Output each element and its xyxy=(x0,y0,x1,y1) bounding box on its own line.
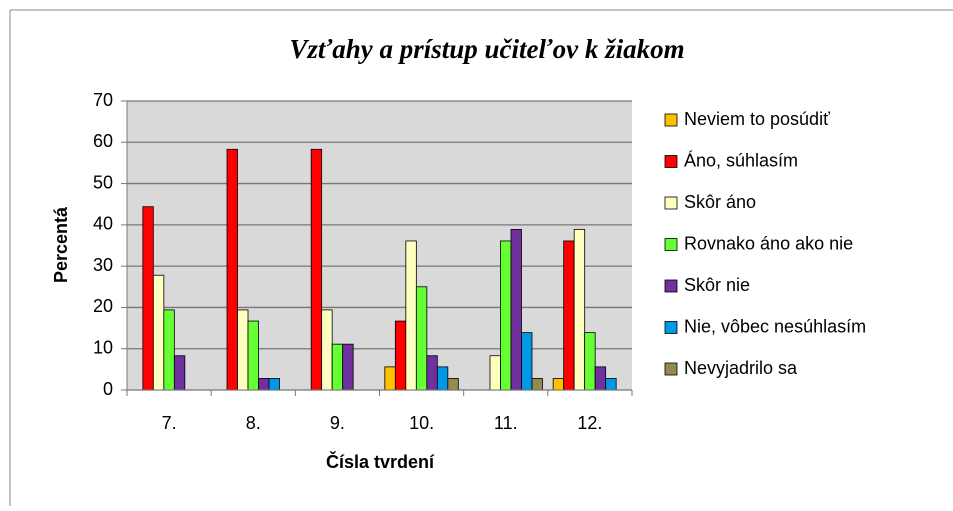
bar xyxy=(321,309,333,391)
bar xyxy=(247,320,259,391)
x-axis-label: Čísla tvrdení xyxy=(326,451,435,472)
y-tick-label: 10 xyxy=(93,337,113,357)
legend-label: Áno, súhlasím xyxy=(684,150,798,170)
legend-label: Skôr áno xyxy=(684,192,756,212)
bar xyxy=(331,343,344,391)
legend-swatch xyxy=(664,238,678,251)
bar xyxy=(394,320,407,391)
bar xyxy=(447,378,459,391)
bar xyxy=(584,332,596,391)
legend-label: Nie, vôbec nesúhlasím xyxy=(684,316,866,336)
bar xyxy=(500,240,512,391)
bar xyxy=(573,228,586,391)
y-tick-label: 60 xyxy=(93,131,113,151)
legend-swatch xyxy=(664,321,678,334)
bar xyxy=(226,148,238,391)
bar xyxy=(237,309,249,391)
x-tick-label: 11. xyxy=(494,413,518,433)
plot-area xyxy=(127,101,632,390)
bar xyxy=(142,206,154,391)
bar xyxy=(268,378,280,391)
bar xyxy=(152,274,165,391)
bar xyxy=(163,309,175,391)
legend-swatch xyxy=(664,196,678,210)
y-tick-label: 20 xyxy=(93,296,113,316)
bar xyxy=(258,378,270,391)
bar xyxy=(342,343,354,391)
bar xyxy=(436,366,449,391)
x-tick-label: 7. xyxy=(162,413,177,433)
x-tick-label: 8. xyxy=(246,413,261,433)
chart-title: Vzťahy a prístup učiteľov k žiakom xyxy=(289,34,684,64)
y-tick-label: 40 xyxy=(93,214,113,234)
bar xyxy=(594,366,607,391)
bar xyxy=(531,378,543,391)
y-tick-label: 30 xyxy=(93,255,113,275)
y-tick-label: 50 xyxy=(93,172,113,192)
x-tick-label: 9. xyxy=(330,413,345,433)
bar xyxy=(426,355,438,391)
bar xyxy=(563,240,575,391)
bar xyxy=(489,355,501,391)
bar xyxy=(173,355,186,391)
bar xyxy=(510,228,522,391)
x-tick-label: 10. xyxy=(409,413,434,433)
legend-label: Rovnako áno ako nie xyxy=(684,233,853,253)
bar xyxy=(415,286,428,391)
legend-label: Neviem to posúdiť xyxy=(684,109,830,129)
bar xyxy=(552,378,565,391)
bar xyxy=(521,332,533,391)
legend-swatch xyxy=(664,113,678,127)
legend-swatch xyxy=(664,279,678,293)
bar xyxy=(310,148,323,391)
y-axis-label: Percentá xyxy=(51,206,71,283)
bar xyxy=(405,240,417,391)
legend-swatch xyxy=(664,155,678,168)
x-tick-label: 12. xyxy=(577,413,602,433)
y-tick-label: 70 xyxy=(93,90,113,110)
legend-label: Nevyjadrilo sa xyxy=(684,358,798,378)
legend-label: Skôr nie xyxy=(684,275,750,295)
bar xyxy=(605,378,617,391)
bar xyxy=(384,366,396,391)
y-tick-label: 0 xyxy=(103,379,113,399)
legend-swatch xyxy=(664,362,678,376)
